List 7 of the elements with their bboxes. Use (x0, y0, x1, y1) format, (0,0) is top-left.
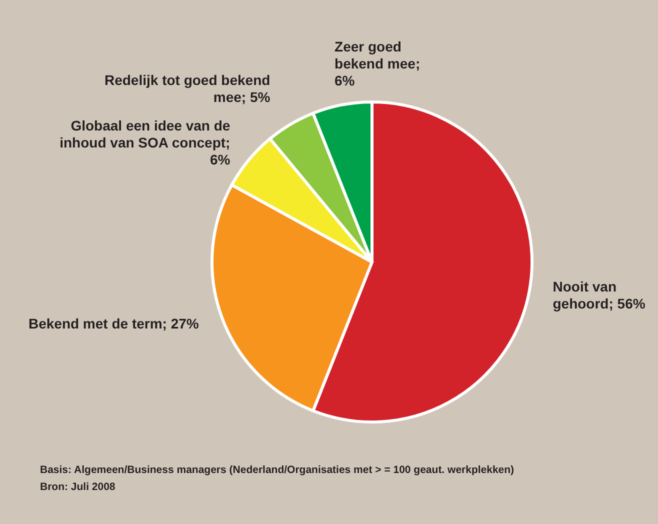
slice-label: Zeer goed bekend mee; 6% (334, 38, 420, 89)
slice-label: Nooit van gehoord; 56% (552, 278, 646, 312)
slice-label: Globaal een idee van de inhoud van SOA concept; 6% (60, 118, 231, 168)
slice-label: Redelijk tot goed bekend mee; 5% (104, 72, 271, 105)
text: Basis: Algemeen/Business managers (Nederland/Organisaties met > = 100 geaut. werkplekken) (40, 464, 514, 476)
slice-label: Bekend met de term; 27% (28, 315, 200, 332)
text: Bron: Juli 2008 (40, 481, 116, 493)
